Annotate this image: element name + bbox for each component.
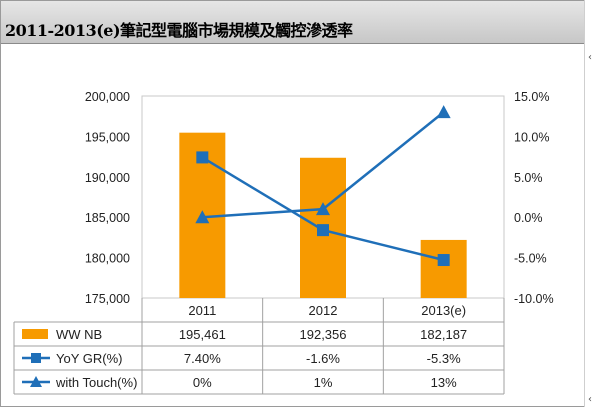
data-table-cell: 0% <box>193 375 212 390</box>
legend-key-ww-nb <box>22 329 48 339</box>
left-axis-tick-label: 175,000 <box>85 292 130 306</box>
right-axis-tick-label: -10.0% <box>514 292 554 306</box>
right-axis-tick-label: 10.0% <box>514 130 549 144</box>
point-yoy <box>196 151 209 164</box>
data-table-cell: -1.6% <box>306 351 340 366</box>
right-axis-tick-label: -5.0% <box>514 252 547 266</box>
data-table-cell: 192,356 <box>300 327 347 342</box>
data-table-cell: -5.3% <box>427 351 461 366</box>
right-axis-tick-label: 15.0% <box>514 90 549 104</box>
point-touch <box>316 202 330 216</box>
side-mark-top: ‹ <box>588 52 592 63</box>
legend-series-name: with Touch(%) <box>55 375 137 390</box>
right-axis-tick-label: 5.0% <box>514 171 543 185</box>
chart-title: 2011-2013(e)筆記型電腦市場規模及觸控滲透率 <box>5 21 353 40</box>
legend-key-marker <box>31 353 41 363</box>
data-table-cell: 7.40% <box>184 351 221 366</box>
chart-area: 200,000 195,000 190,000 185,000 180,000 175,0… <box>6 60 578 400</box>
category-label: 2011 <box>188 303 216 318</box>
legend-key-marker <box>30 376 42 387</box>
point-yoy <box>317 224 329 237</box>
point-touch <box>436 105 451 119</box>
title-bar: 2011-2013(e)筆記型電腦市場規模及觸控滲透率 <box>1 1 584 44</box>
left-axis-tick-label: 200,000 <box>85 90 130 104</box>
left-axis-tick-label: 185,000 <box>85 211 130 225</box>
side-mark-bottom: ‹ <box>588 394 592 405</box>
data-table-cell: 13% <box>431 375 457 390</box>
bar-ww-nb <box>420 239 467 298</box>
right-axis-tick-label: 0.0% <box>514 211 543 225</box>
category-label: 2012 <box>309 303 338 318</box>
category-label: 2013(e) <box>421 303 466 318</box>
left-axis-tick-label: 180,000 <box>85 252 130 266</box>
left-axis-tick-label: 190,000 <box>85 171 130 185</box>
data-table-cell: 182,187 <box>420 327 467 342</box>
point-yoy <box>437 254 450 267</box>
legend-series-name: WW NB <box>56 327 102 342</box>
legend-series-name: YoY GR(%) <box>56 351 122 366</box>
data-table-cell: 1% <box>314 375 333 390</box>
point-touch <box>195 210 210 224</box>
left-axis-tick-label: 195,000 <box>85 130 130 144</box>
right-margin-strip: ‹ ‹ <box>584 0 600 407</box>
combo-chart: 200,000 195,000 190,000 185,000 180,000 175,0… <box>13 90 554 395</box>
data-table-cell: 195,461 <box>179 327 226 342</box>
